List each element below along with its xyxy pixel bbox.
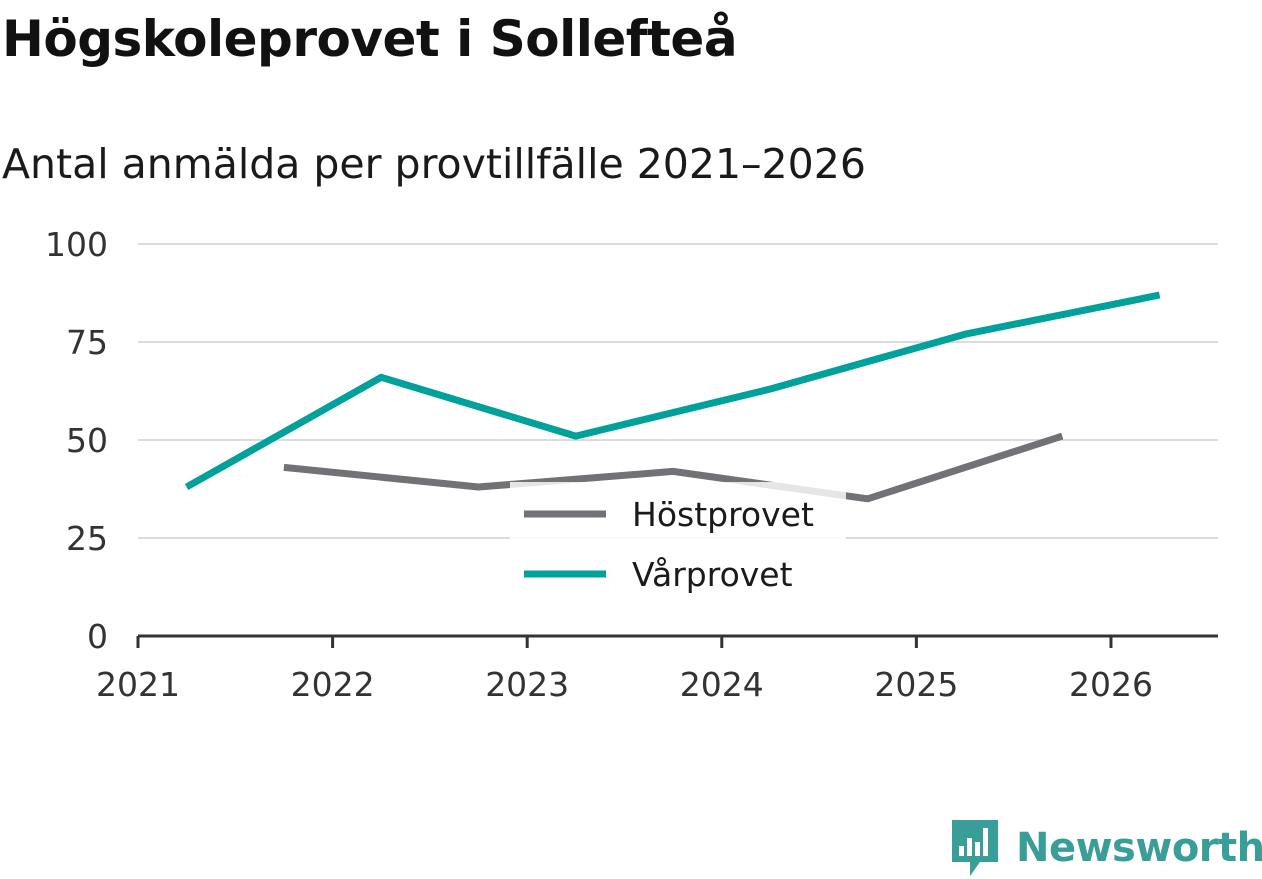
- x-tick-label: 2024: [680, 665, 764, 704]
- y-tick-label: 50: [66, 421, 108, 460]
- x-tick-label: 2022: [291, 665, 375, 704]
- newsworthy-logo-icon: [952, 820, 998, 876]
- y-tick-label: 25: [66, 519, 108, 558]
- x-tick-label: 2026: [1069, 665, 1153, 704]
- chart-title: Högskoleprovet i Sollefteå: [2, 10, 738, 68]
- chart-subtitle: Antal anmälda per provtillfälle 2021–202…: [2, 140, 866, 188]
- series-line-höstprovet: [283, 432, 1064, 503]
- x-tick-label: 2021: [96, 665, 180, 704]
- y-tick-label: 75: [66, 323, 108, 362]
- brand-logo: Newsworthy: [950, 818, 1262, 878]
- legend-background: [510, 482, 846, 606]
- legend-label: Höstprovet: [632, 495, 814, 534]
- series-line-vårprovet: [184, 291, 1161, 491]
- x-tick-label: 2025: [874, 665, 958, 704]
- legend-label: Vårprovet: [632, 555, 793, 594]
- x-axis: 2021 2022 2023 2024 2025 2026: [96, 634, 1218, 704]
- series-lines: [184, 291, 1161, 503]
- y-axis-ticks: 0 25 50 75 100: [45, 225, 108, 656]
- legend: Höstprovet Vårprovet: [510, 482, 846, 606]
- x-tick-label: 2023: [485, 665, 569, 704]
- brand-name: Newsworthy: [1016, 825, 1262, 871]
- y-tick-label: 100: [45, 225, 108, 264]
- y-tick-label: 0: [87, 617, 108, 656]
